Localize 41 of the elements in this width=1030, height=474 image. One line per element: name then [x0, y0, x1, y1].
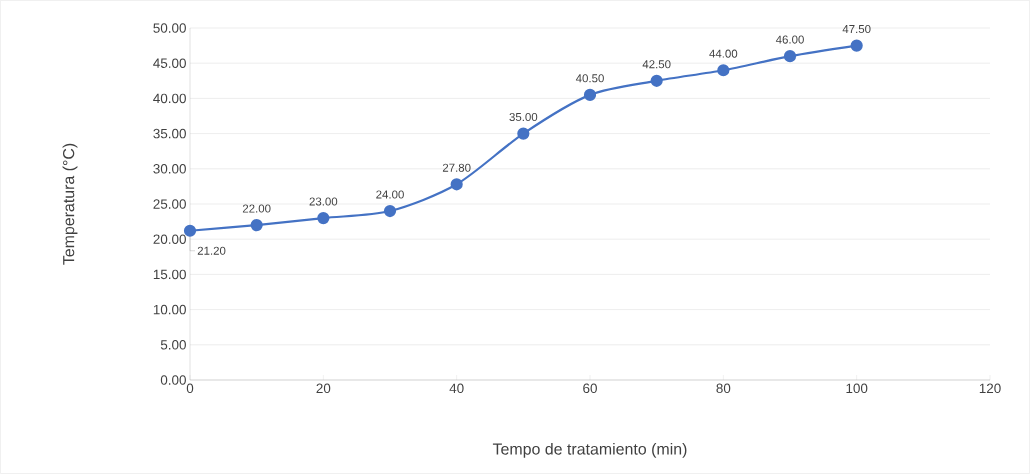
x-tick-label: 20: [316, 383, 331, 394]
data-label: 44.00: [709, 49, 738, 58]
x-tick-label: 80: [716, 383, 731, 394]
x-tick-label: 0: [186, 383, 194, 394]
x-tick-label: 120: [979, 383, 1001, 394]
point: [517, 127, 530, 140]
data-label: 47.50: [842, 24, 871, 34]
y-tick-label: 25.00: [153, 199, 186, 209]
x-axis-title: Tempo de tratamiento (min): [492, 442, 687, 458]
y-tick-label: 40.00: [153, 93, 186, 104]
x-tick-label: 60: [583, 383, 597, 394]
data-label: 23.00: [309, 197, 338, 206]
data-label: 24.00: [376, 190, 404, 199]
y-tick-label: 50.00: [153, 23, 186, 33]
point: [850, 39, 863, 52]
data-label: 27.80: [442, 163, 471, 172]
data-label: 22.00: [242, 204, 271, 213]
data-label: 21.20: [197, 246, 226, 255]
y-tick-label: 45.00: [153, 58, 186, 68]
y-axis-title: Temperatura (°C): [62, 143, 78, 265]
y-tick-label: 5.00: [160, 340, 186, 350]
point: [783, 50, 797, 63]
point: [383, 204, 397, 218]
point: [650, 74, 663, 87]
y-tick-label: 35.00: [153, 128, 186, 139]
data-label: 46.00: [775, 35, 804, 44]
y-tick-label: 20.00: [153, 234, 186, 244]
data-label: 35.00: [509, 112, 538, 122]
data-label: 40.50: [575, 74, 604, 83]
y-tick-label: 10.00: [153, 304, 186, 315]
data-label: 42.50: [642, 60, 671, 69]
point: [450, 178, 463, 191]
x-tick-label: 40: [449, 383, 464, 394]
point: [250, 219, 263, 232]
y-tick-label: 0.00: [160, 375, 186, 385]
y-tick-label: 15.00: [153, 269, 186, 280]
point: [717, 64, 730, 77]
point: [317, 211, 330, 225]
x-tick-label: 100: [846, 383, 868, 394]
point: [583, 88, 597, 101]
y-tick-label: 30.00: [153, 164, 186, 174]
